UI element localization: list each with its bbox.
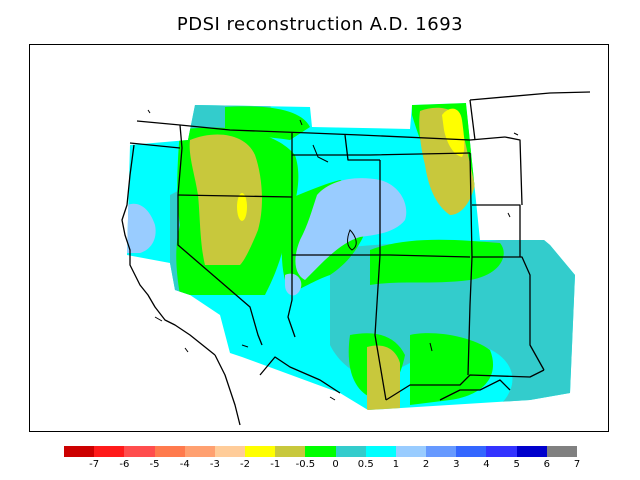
colorbar-swatch bbox=[64, 446, 95, 457]
colorbar-tick-label: 0 bbox=[332, 459, 339, 470]
ca-nv-border bbox=[177, 195, 263, 346]
colorbar-tick-label: 2 bbox=[422, 459, 430, 470]
pdsi-region-yellow-nevada bbox=[237, 193, 247, 221]
texas-border bbox=[439, 379, 511, 401]
colorbar-swatch bbox=[214, 446, 246, 457]
colorbar-tick-label: 4 bbox=[483, 459, 490, 470]
colorbar-tick-label: 6 bbox=[543, 459, 550, 470]
nv-ut-border bbox=[177, 194, 293, 198]
colorbar-tick-label: 0.5 bbox=[357, 459, 374, 470]
lake-dots-8 bbox=[154, 316, 163, 322]
canada-border-east bbox=[469, 91, 591, 101]
colorbar-tick-label: -0.5 bbox=[295, 459, 316, 470]
great-salt-lake bbox=[347, 229, 357, 251]
map-title: PDSI reconstruction A.D. 1693 bbox=[176, 14, 464, 35]
pdsi-region-wet-coast bbox=[127, 203, 156, 253]
co-border bbox=[374, 160, 387, 401]
wy-ut-border bbox=[344, 134, 380, 161]
colorbar-swatch bbox=[154, 446, 185, 457]
colorbar-swatch bbox=[335, 446, 366, 457]
colorbar-tick-label: 3 bbox=[453, 459, 460, 470]
colorbar-swatch bbox=[124, 446, 155, 457]
lake-dots-7 bbox=[184, 347, 189, 353]
colorbar-swatch bbox=[456, 446, 487, 457]
pdsi-region-yellow-wyoming bbox=[442, 108, 465, 157]
colorbar bbox=[64, 446, 577, 457]
id-mt-border bbox=[287, 133, 296, 338]
pdsi-region-dry-nevada bbox=[189, 134, 262, 265]
dakota-border bbox=[469, 99, 476, 141]
lake-dots-3 bbox=[312, 144, 329, 163]
gulf-california bbox=[259, 356, 341, 394]
colorbar-swatch bbox=[486, 446, 517, 457]
colorbar-tick-label: 7 bbox=[573, 459, 581, 470]
ks-ok-border bbox=[472, 256, 545, 371]
colorbar-swatch bbox=[516, 446, 547, 457]
or-wa-border bbox=[129, 142, 181, 149]
pdsi-region-dry-south bbox=[367, 345, 400, 410]
lake-dots-6 bbox=[429, 342, 433, 352]
pacific-coast bbox=[121, 144, 216, 356]
lake-dots-2 bbox=[299, 119, 303, 126]
colorbar-swatch bbox=[275, 446, 306, 457]
colorbar-swatch bbox=[365, 446, 396, 457]
lakes bbox=[147, 109, 519, 401]
nm-border bbox=[385, 369, 545, 401]
baja-coast bbox=[214, 354, 241, 426]
colorbar-swatch bbox=[245, 446, 276, 457]
lake-dots-5 bbox=[507, 212, 511, 218]
colorbar-swatch bbox=[426, 446, 457, 457]
pdsi-map bbox=[121, 91, 591, 426]
colorbar-tick-label: -7 bbox=[89, 459, 100, 470]
colorbar-tick-label: -6 bbox=[119, 459, 130, 470]
mt-wy-border bbox=[292, 152, 471, 156]
colorbar-tick-label: -3 bbox=[209, 459, 220, 470]
colorbar-tick-label: -5 bbox=[149, 459, 160, 470]
lake-dots-4 bbox=[513, 132, 519, 136]
colorbar-swatch bbox=[184, 446, 215, 457]
pdsi-region-wet-sw bbox=[285, 273, 302, 296]
colorbar-tick-label: -2 bbox=[240, 459, 251, 470]
map-frame bbox=[29, 44, 609, 432]
co-ks-border bbox=[467, 152, 473, 376]
ut-az-border bbox=[292, 254, 471, 258]
pdsi-region-green-se bbox=[410, 333, 494, 405]
colorbar-swatch bbox=[94, 446, 125, 457]
colorbar-swatch bbox=[395, 446, 427, 457]
colorbar-swatch bbox=[305, 446, 336, 457]
lake-dots-10 bbox=[329, 396, 336, 401]
colorbar-ticks: -7 -6 -5 -4 -3 -2 -1 -0.5 0 0.5 1 2 3 4 5 6 7 bbox=[0, 459, 640, 473]
colorbar-tick-label: 5 bbox=[513, 459, 520, 470]
pdsi-region-green-east bbox=[370, 239, 504, 285]
colorbar-tick-label: -1 bbox=[270, 459, 281, 470]
lake-dots-9 bbox=[241, 344, 249, 348]
wa-id-border bbox=[177, 124, 183, 196]
state-boundaries bbox=[121, 91, 591, 426]
lake-dots-1 bbox=[147, 109, 151, 114]
colorbar-tick-label: -4 bbox=[179, 459, 190, 470]
nd-sd-border bbox=[504, 136, 523, 206]
ne-border bbox=[472, 204, 521, 257]
colorbar-swatch bbox=[546, 446, 577, 457]
colorbar-tick-label: 1 bbox=[392, 459, 400, 470]
